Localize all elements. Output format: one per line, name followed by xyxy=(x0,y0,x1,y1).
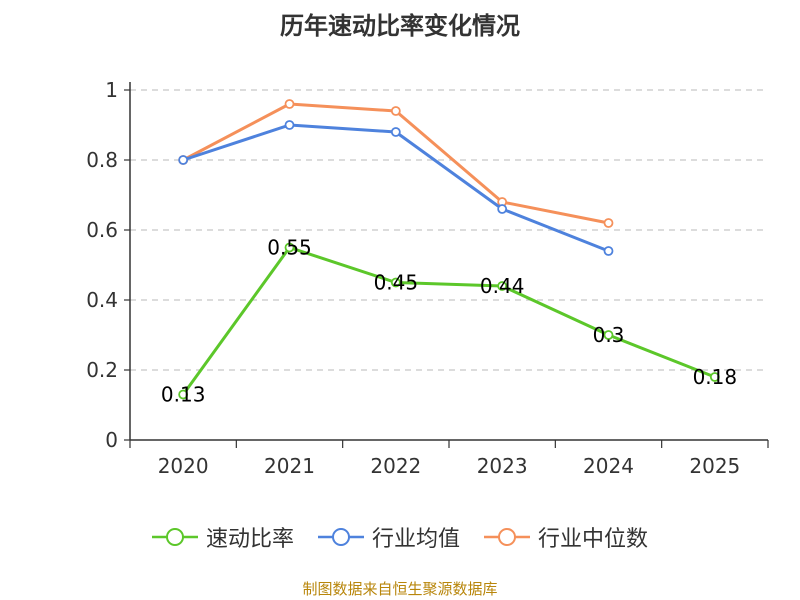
x-tick-label: 2023 xyxy=(477,454,528,478)
x-tick-label: 2020 xyxy=(158,454,209,478)
y-tick-label: 0.4 xyxy=(86,288,118,312)
legend-item-1[interactable]: 行业均值 xyxy=(317,521,460,553)
x-tick-label: 2025 xyxy=(689,454,740,478)
data-point xyxy=(284,99,295,109)
series-layer xyxy=(178,99,720,400)
data-label: 0.18 xyxy=(693,365,738,389)
x-tick-label: 2024 xyxy=(583,454,634,478)
data-point xyxy=(390,127,401,137)
legend-marker xyxy=(331,528,350,546)
legend-item-2[interactable]: 行业中位数 xyxy=(484,521,648,553)
data-label: 0.3 xyxy=(593,323,625,347)
y-tick-label: 0.2 xyxy=(86,358,118,382)
series-line-0 xyxy=(181,246,717,396)
legend-label: 速动比率 xyxy=(205,527,294,552)
legend-label: 行业均值 xyxy=(371,527,460,552)
legend-label: 行业中位数 xyxy=(538,527,649,552)
data-label: 0.13 xyxy=(161,383,206,407)
data-point xyxy=(390,106,401,116)
series-line-1 xyxy=(181,123,610,253)
data-label: 0.45 xyxy=(374,271,419,295)
series-line-2 xyxy=(181,102,610,225)
data-point xyxy=(709,372,720,382)
legend: 速动比率 行业均值 行业中位数 xyxy=(0,520,800,554)
grid-layer xyxy=(130,89,768,371)
legend-marker xyxy=(165,528,184,546)
data-point xyxy=(284,120,295,130)
data-point xyxy=(603,218,614,228)
data-label-layer: 0.13 0.55 0.45 0.44 0.3 0.18 xyxy=(161,236,737,407)
legend-marker xyxy=(498,528,516,546)
axis-layer: 0 0.2 0.4 0.6 0.8 1 2020 2021 2022 2023 2024 2025 xyxy=(86,78,769,478)
data-point xyxy=(390,277,401,288)
data-point xyxy=(497,204,508,214)
y-tick-label: 0 xyxy=(105,428,118,452)
legend-line-marker-icon xyxy=(151,528,198,546)
legend-line-marker-icon xyxy=(317,528,364,546)
chart-title: 历年速动比率变化情况 xyxy=(280,12,520,40)
y-tick-label: 1 xyxy=(105,78,118,102)
data-label: 0.55 xyxy=(267,236,312,260)
legend-line-marker-icon xyxy=(484,528,530,546)
data-point xyxy=(497,281,508,291)
data-point xyxy=(178,155,189,165)
x-tick-label: 2021 xyxy=(264,454,315,478)
data-label: 0.44 xyxy=(480,274,525,298)
data-source-note: 制图数据来自恒生聚源数据库 xyxy=(302,580,498,598)
data-point xyxy=(284,242,295,253)
y-tick-label: 0.6 xyxy=(86,218,118,242)
legend-item-0[interactable]: 速动比率 xyxy=(151,521,294,553)
y-tick-label: 0.8 xyxy=(86,148,118,172)
data-point xyxy=(603,330,614,340)
data-point xyxy=(603,246,614,256)
data-point xyxy=(178,389,189,400)
x-tick-label: 2022 xyxy=(370,454,421,478)
